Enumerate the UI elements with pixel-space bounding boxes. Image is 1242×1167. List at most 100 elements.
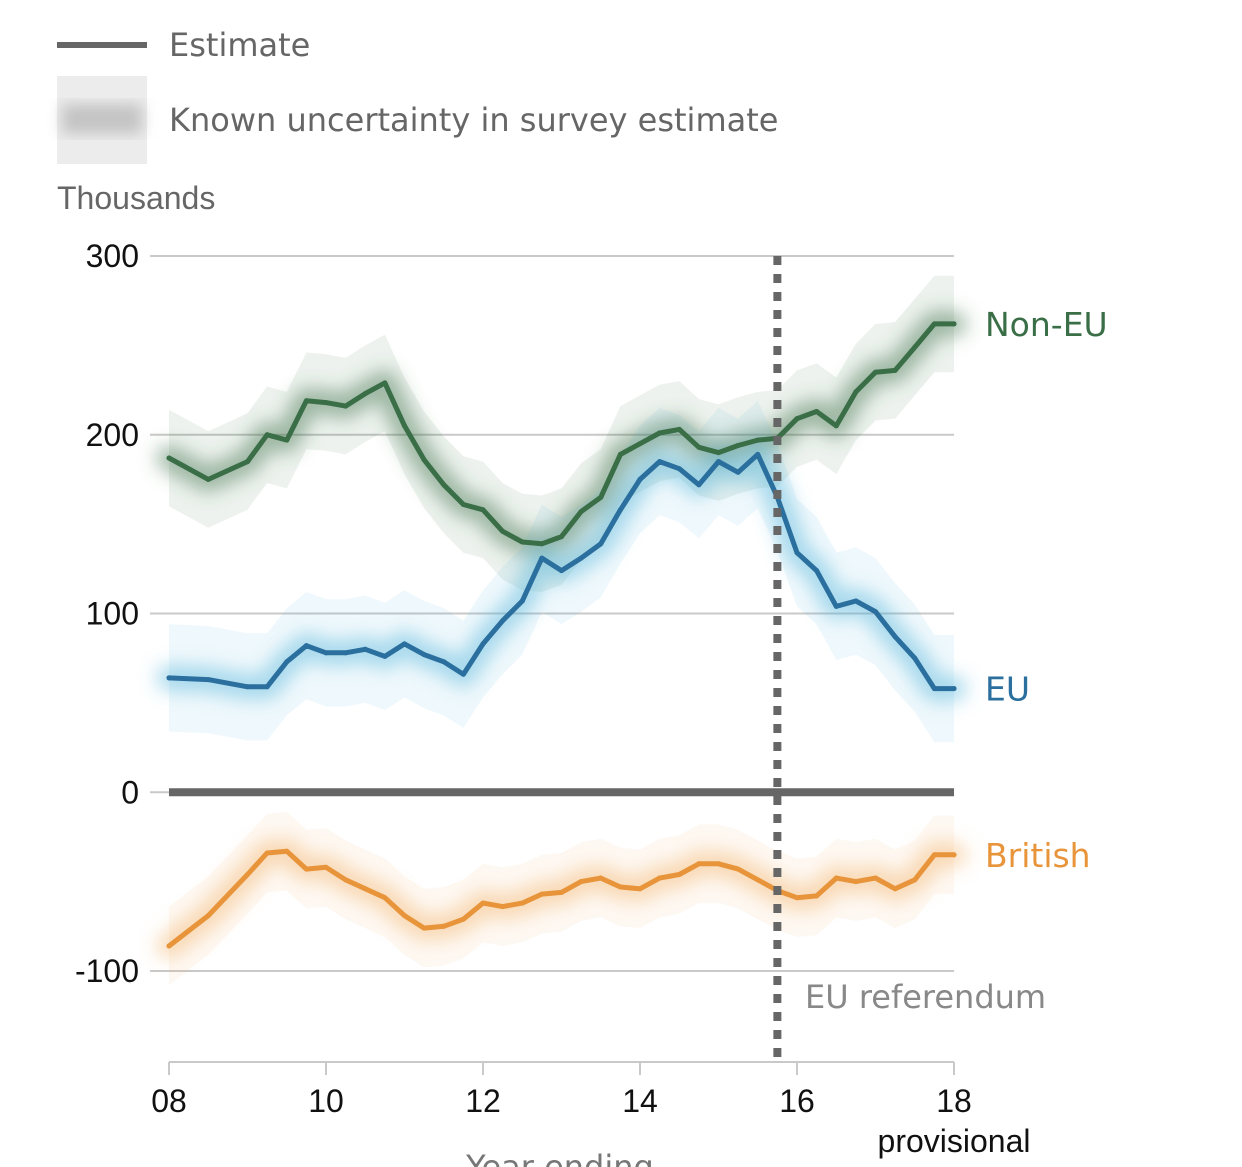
point-eu: [794, 550, 800, 556]
point-non-eu: [402, 423, 407, 429]
x-tick-label: 08: [151, 1083, 187, 1119]
point-eu: [912, 655, 918, 661]
series-eu: [166, 451, 957, 692]
point-eu: [480, 641, 486, 647]
point-british: [912, 877, 918, 883]
y-axis: 300 200 100 0 -100: [75, 238, 139, 989]
x-tick-label: 12: [465, 1083, 501, 1119]
point-british: [578, 879, 584, 885]
point-eu: [421, 652, 427, 658]
referendum-annotation: EU referendum: [773, 256, 1046, 1060]
point-british: [303, 866, 309, 872]
point-eu: [559, 568, 564, 574]
point-british: [735, 866, 741, 872]
point-british: [617, 884, 623, 890]
point-eu: [931, 686, 937, 692]
point-non-eu: [755, 437, 761, 443]
point-non-eu: [578, 509, 584, 515]
point-non-eu: [382, 380, 388, 386]
point-non-eu: [637, 441, 643, 447]
point-non-eu: [794, 416, 800, 422]
y-unit-label: Thousands: [57, 180, 215, 216]
point-eu: [284, 659, 290, 665]
point-british: [382, 895, 388, 901]
point-british: [500, 904, 506, 910]
point-non-eu: [500, 528, 506, 534]
point-british: [892, 886, 898, 892]
point-eu: [539, 555, 545, 561]
legend-uncertainty-swatch: [62, 104, 142, 134]
point-non-eu: [814, 409, 820, 415]
legend-uncertainty-label: Known uncertainty in survey estimate: [169, 101, 778, 139]
legend-estimate-label: Estimate: [169, 26, 310, 64]
point-british: [559, 889, 564, 895]
x-tick-label: 18: [936, 1083, 972, 1119]
point-non-eu: [696, 444, 702, 450]
point-non-eu: [833, 423, 839, 429]
x-tick-note: provisional: [878, 1123, 1031, 1159]
point-eu: [676, 466, 682, 472]
point-non-eu: [303, 398, 309, 404]
point-non-eu: [951, 321, 957, 327]
point-british: [755, 877, 761, 883]
point-british: [873, 875, 878, 881]
point-eu: [853, 598, 859, 604]
point-british: [814, 893, 820, 899]
point-british: [853, 879, 859, 885]
point-non-eu: [519, 539, 525, 545]
point-british: [519, 900, 525, 906]
x-tick-label: 10: [308, 1083, 344, 1119]
point-eu: [814, 568, 820, 574]
point-british: [657, 875, 663, 881]
point-eu: [166, 675, 172, 681]
point-eu: [657, 459, 663, 465]
point-non-eu: [441, 482, 447, 488]
series-label-british: British: [985, 836, 1091, 875]
point-eu: [519, 598, 525, 604]
point-british: [676, 871, 682, 877]
series-lines: [166, 321, 957, 949]
point-british: [362, 886, 368, 892]
point-non-eu: [892, 367, 898, 373]
series-label-eu: EU: [985, 670, 1030, 709]
point-british: [931, 852, 937, 858]
point-non-eu: [284, 437, 290, 443]
point-eu: [500, 618, 506, 624]
point-non-eu: [480, 507, 486, 513]
point-british: [637, 886, 643, 892]
point-eu: [735, 469, 741, 475]
point-non-eu: [912, 344, 918, 350]
point-eu: [245, 684, 250, 690]
point-non-eu: [657, 430, 663, 436]
y-tick-label: -100: [75, 953, 139, 989]
point-non-eu: [362, 391, 368, 397]
point-non-eu: [735, 442, 741, 448]
point-non-eu: [676, 426, 682, 432]
y-tick-label: 0: [121, 774, 139, 810]
point-eu: [716, 459, 721, 465]
point-british: [951, 852, 957, 858]
point-british: [696, 861, 702, 867]
point-british: [598, 875, 604, 881]
point-british: [441, 923, 447, 929]
series-label-non-eu: Non-EU: [985, 305, 1108, 344]
point-eu: [264, 684, 270, 690]
x-axis: 08 10 12 14 16 18 provisional Year ending: [151, 1061, 1031, 1167]
point-british: [323, 864, 329, 870]
point-eu: [951, 686, 957, 692]
point-non-eu: [460, 501, 466, 507]
point-british: [421, 925, 427, 931]
point-non-eu: [873, 369, 878, 375]
point-eu: [617, 507, 623, 513]
point-british: [343, 877, 349, 883]
series-non-eu: [166, 321, 957, 547]
point-eu: [303, 643, 309, 649]
point-british: [284, 848, 290, 854]
point-non-eu: [264, 432, 270, 438]
y-tick-label: 300: [86, 238, 139, 274]
point-eu: [833, 603, 839, 609]
series-labels: Non-EU EU British: [985, 305, 1108, 875]
point-non-eu: [598, 494, 604, 500]
y-tick-label: 200: [86, 417, 139, 453]
